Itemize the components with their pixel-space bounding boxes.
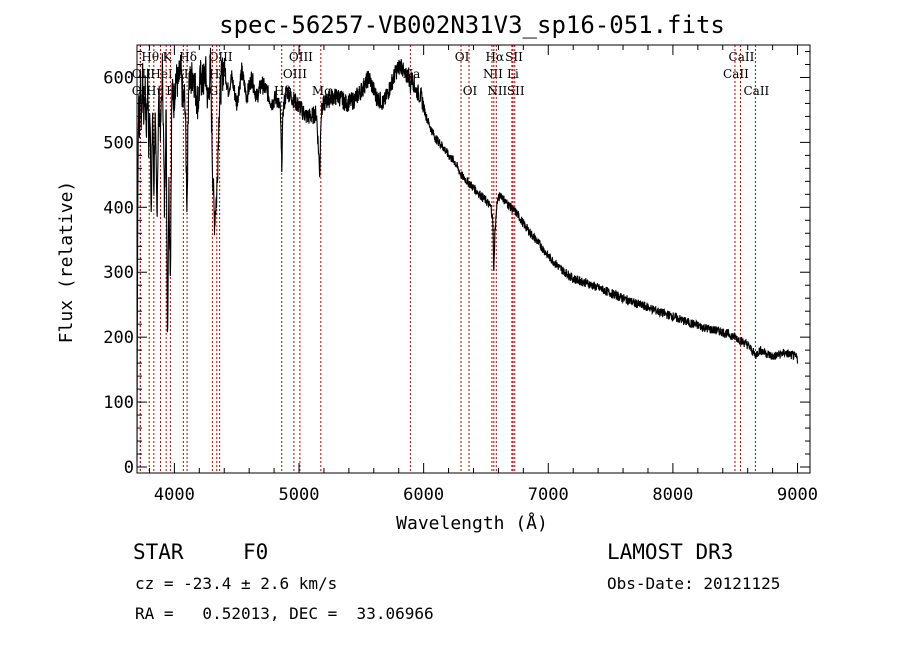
redshift-text: cz = -23.4 ± 2.6 km/s [135,574,338,593]
y-tick-label: 100 [103,393,134,413]
y-tick-label: 400 [103,198,134,218]
line-marker-label: SII [507,84,525,98]
y-tick-label: 600 [103,68,134,88]
x-axis-label: Wavelength (Å) [396,512,548,534]
line-marker-label: CaII [743,84,769,98]
x-tick-label: 4000 [154,485,195,505]
line-marker-label: CaII [729,50,755,64]
coordinates-text: RA = 0.52013, DEC = 33.06966 [135,604,434,623]
y-tick-label: 500 [103,133,134,153]
x-tick-label: 5000 [279,485,320,505]
line-marker-label: SII [505,50,523,64]
y-tick-label: 0 [124,458,134,478]
line-marker-label: K [163,50,173,64]
line-marker-label: OII [132,67,152,81]
x-tick-label: 6000 [403,485,444,505]
x-tick-label: 7000 [528,485,569,505]
survey-name: LAMOST DR3 [607,540,734,564]
subclass: F0 [243,540,269,564]
spectrum-series [136,47,799,461]
y-axis-label: Flux (relative) [56,181,77,344]
line-marker-label: Hδ [179,50,197,64]
line-marker-label: OIII [209,50,233,64]
spectrum-line [136,47,799,461]
line-marker-label: CaII [723,67,749,81]
x-axis: 4000 5000 6000 7000 8000 9000 [148,45,818,505]
plot-frame [136,44,811,474]
line-marker-label: G [209,84,219,98]
line-marker-label: OIII [283,67,307,81]
line-marker-label: NII [483,67,503,81]
y-tick-label: 300 [103,263,134,283]
line-marker-label: OIII [289,50,313,64]
line-marker-label: Hθ [141,50,159,64]
line-marker-label: Li [507,67,519,81]
x-tick-label: 9000 [777,485,818,505]
y-axis: 0 100 200 300 400 500 600 [103,50,810,478]
line-marker-label: Hα [486,50,505,64]
line-marker-label: OI [463,84,478,98]
chart-title: spec-56257-VB002N31V3_sp16-051.fits [219,11,725,39]
line-marker-label: NII [487,84,507,98]
line-marker-label: OI [455,50,470,64]
obs-date-text: Obs-Date: 20121125 [607,574,781,593]
object-class: STAR [133,540,184,564]
y-tick-label: 200 [103,328,134,348]
x-tick-label: 8000 [652,485,693,505]
